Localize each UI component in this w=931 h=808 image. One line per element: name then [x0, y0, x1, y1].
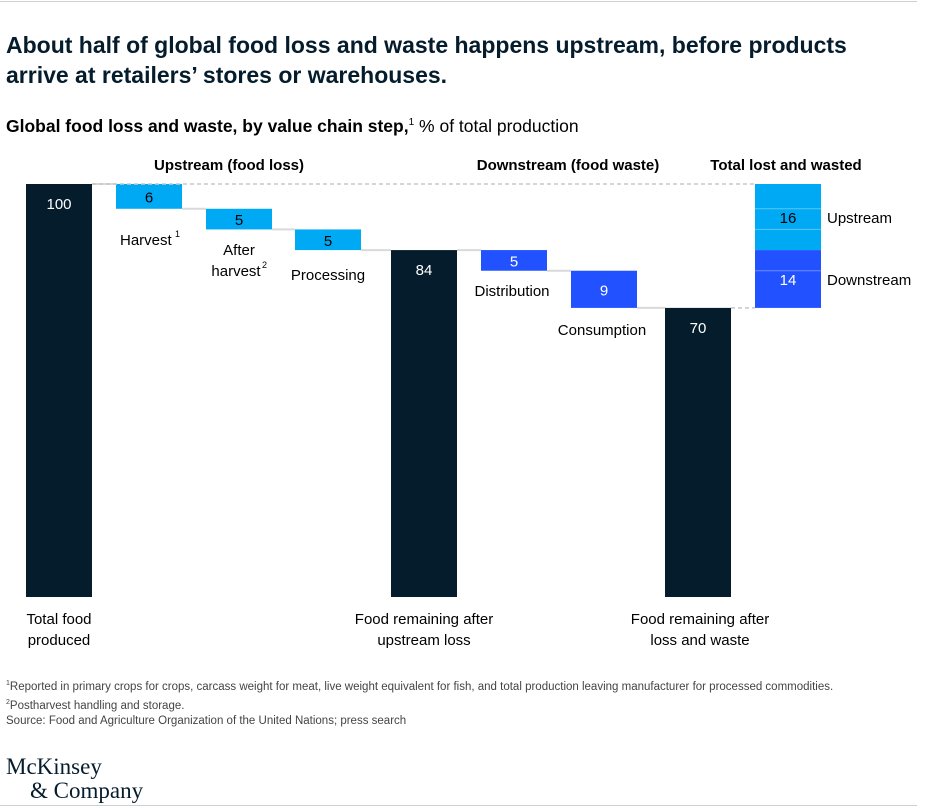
bar-total: [665, 307, 731, 597]
bar-total: [26, 184, 92, 597]
category-label-total: Total food: [26, 611, 91, 628]
logo-line1: McKinsey: [6, 754, 102, 779]
footnote-2: 2Postharvest handling and storage.: [6, 698, 185, 712]
footnote-1: 1Reported in primary crops for crops, ca…: [6, 680, 834, 693]
total-legend-label: Downstream: [827, 272, 911, 289]
group-header-total: Total lost and wasted: [710, 157, 861, 174]
chart-subtitle: Global food loss and waste, by value cha…: [6, 116, 579, 137]
category-label-consumption: Consumption: [558, 322, 646, 339]
category-label-total: produced: [28, 632, 91, 649]
subtitle-unit: % of total production: [414, 116, 579, 136]
logo-line2: & Company: [30, 778, 144, 803]
category-label-remaining-final: Food remaining after: [631, 611, 769, 628]
total-legend-label: Upstream: [827, 210, 892, 227]
footnote-marker: 2: [262, 260, 267, 270]
bar-upstream: [116, 184, 182, 209]
bar-downstream: [481, 250, 547, 271]
top-divider: [0, 1, 917, 2]
bar-value-label: 9: [600, 282, 608, 299]
bar-value-label: 6: [145, 189, 153, 206]
bar-value-label: 84: [416, 262, 433, 279]
bar-value-label: 5: [235, 212, 243, 229]
total-value-label: 14: [780, 272, 797, 289]
bar-upstream: [206, 208, 272, 230]
bar-value-label: 70: [690, 320, 707, 337]
category-label-remaining-upstream: Food remaining after: [355, 611, 493, 628]
bottom-divider: [0, 805, 917, 806]
group-header-downstream: Downstream (food waste): [477, 157, 660, 174]
bar-downstream: [571, 270, 637, 308]
source-note: Source: Food and Agriculture Organizatio…: [6, 714, 407, 727]
mckinsey-logo: McKinsey & Company: [6, 755, 143, 803]
bar-value-label: 5: [510, 253, 518, 270]
category-label-remaining-final: loss and waste: [650, 632, 749, 649]
footnote-marker: 1: [175, 229, 180, 239]
category-label-harvest: Harvest: [120, 232, 173, 249]
bar-upstream: [295, 229, 361, 251]
category-label-processing: Processing: [291, 267, 365, 284]
chart-title: About half of global food loss and waste…: [6, 32, 847, 88]
footnotes: 1Reported in primary crops for crops, ca…: [6, 676, 833, 729]
category-label-remaining-upstream: upstream loss: [377, 632, 470, 649]
total-bar-downstream: [755, 250, 821, 308]
category-label-after-harvest: After: [223, 242, 255, 259]
total-bar-upstream: [755, 184, 821, 251]
subtitle-sup: 1: [408, 117, 415, 129]
category-label-after-harvest: harvest: [211, 263, 261, 280]
total-value-label: 16: [780, 210, 797, 227]
subtitle-bold: Global food loss and waste, by value cha…: [6, 116, 409, 136]
bar-total: [391, 250, 457, 597]
group-header-upstream: Upstream (food loss): [154, 157, 304, 174]
bar-value-label: 100: [46, 196, 71, 213]
bar-value-label: 5: [324, 233, 332, 250]
category-label-distribution: Distribution: [474, 283, 549, 300]
